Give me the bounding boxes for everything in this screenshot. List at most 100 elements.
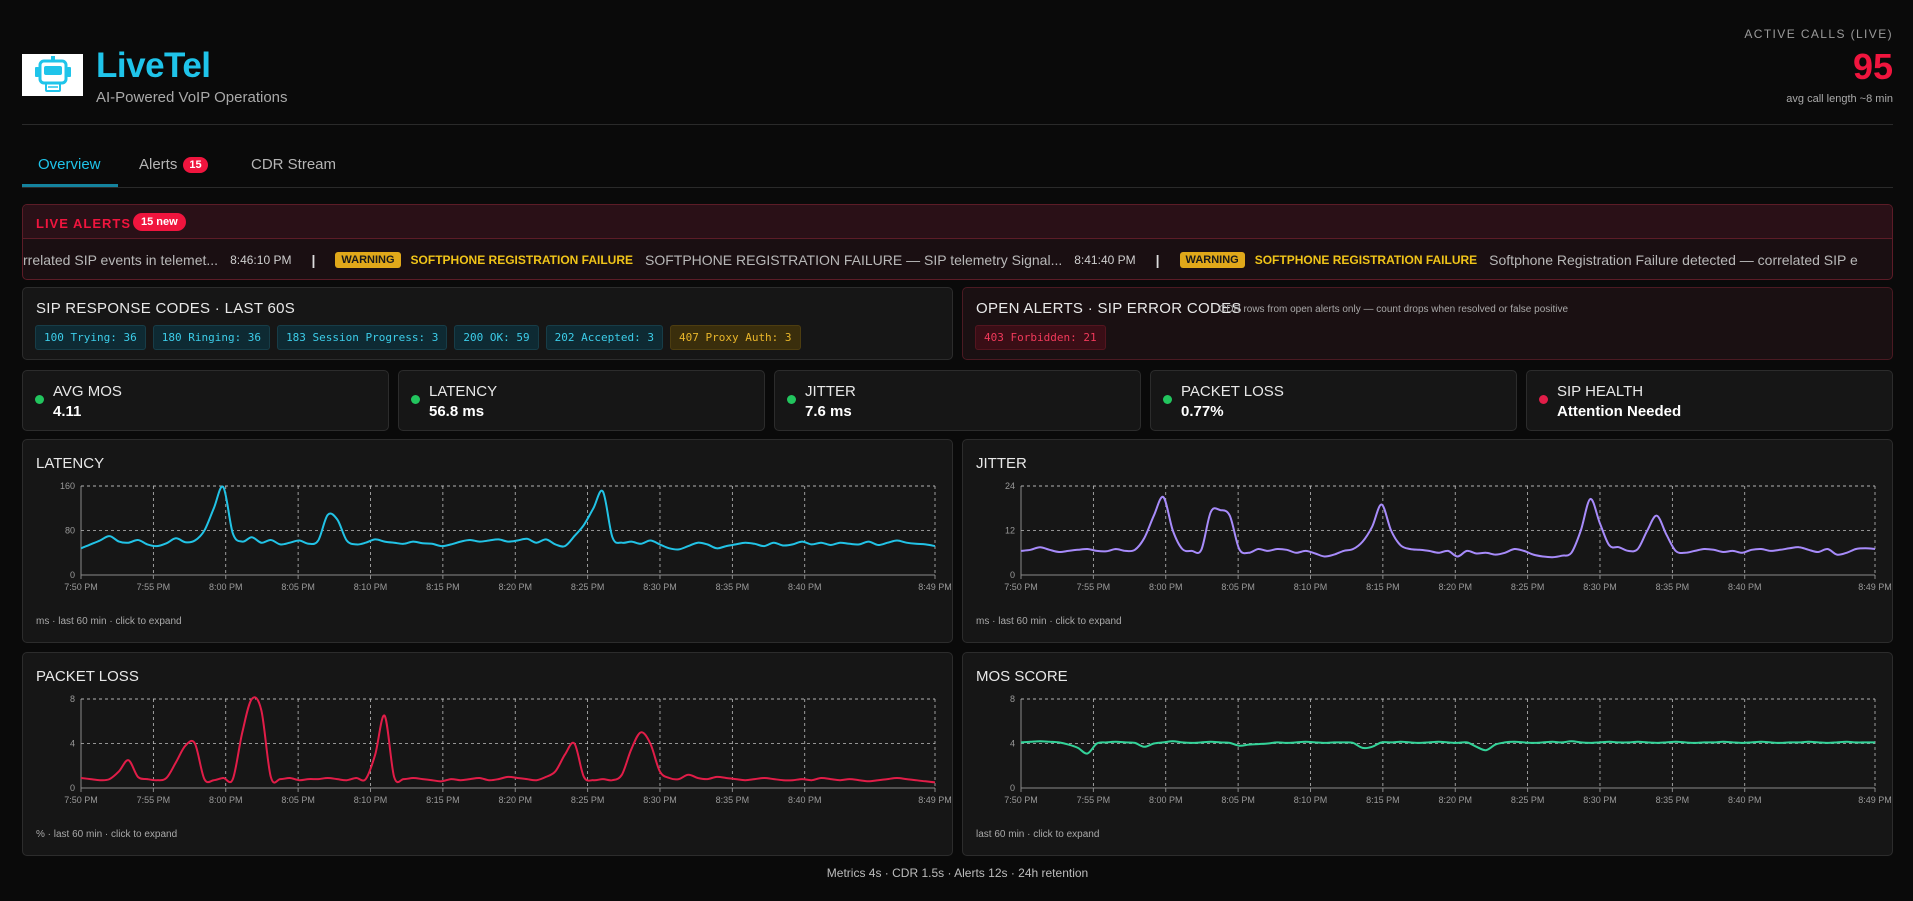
jitter-chart-panel[interactable]: JITTER 0 12 24 7:50 PM 7:55 PM 8:00 PM 8:05 PM… xyxy=(962,439,1893,643)
mos-score-chart: 0 4 8 7:50 PM 7:55 PM 8:00 PM 8:05 PM 8:10 PM 8:… xyxy=(1004,694,1892,805)
x-tick-label: 8:35 PM xyxy=(1656,795,1690,805)
x-tick-label: 7:50 PM xyxy=(1004,582,1038,592)
sip-codes-chips: 100 Trying: 36 180 Ringing: 36 183 Sessi… xyxy=(35,325,801,350)
x-tick-label: 8:00 PM xyxy=(209,582,243,592)
y-tick-label: 0 xyxy=(70,570,75,580)
x-tick-label: 8:40 PM xyxy=(788,582,822,592)
x-tick-label: 8:40 PM xyxy=(788,795,822,805)
x-tick-label: 8:20 PM xyxy=(498,582,532,592)
live-alerts-header: LIVE ALERTS 15 new xyxy=(23,205,1892,239)
status-good-dot-icon xyxy=(1163,395,1172,404)
metric-card-latency: LATENCY 56.8 ms xyxy=(398,370,765,431)
x-tick-label: 7:50 PM xyxy=(64,795,98,805)
chart-footnote: last 60 min · click to expand xyxy=(976,829,1100,840)
chart-title: MOS SCORE xyxy=(976,668,1068,685)
x-tick-label: 8:05 PM xyxy=(1221,795,1255,805)
x-tick-label: 8:10 PM xyxy=(354,582,388,592)
x-tick-label: 8:00 PM xyxy=(209,795,243,805)
x-tick-label: 8:10 PM xyxy=(1294,795,1328,805)
open-alerts-sip-errors-panel: OPEN ALERTS · SIP ERROR CODES CDR rows f… xyxy=(962,287,1893,360)
y-tick-label: 0 xyxy=(70,783,75,793)
x-tick-label: 8:35 PM xyxy=(716,795,750,805)
x-tick-label: 8:05 PM xyxy=(1221,582,1255,592)
alert-item-type: SOFTPHONE REGISTRATION FAILURE xyxy=(410,253,633,267)
x-tick-label: 8:25 PM xyxy=(571,582,605,592)
chart-footnote: % · last 60 min · click to expand xyxy=(36,829,178,840)
latency-chart: 0 80 160 7:50 PM 7:55 PM 8:00 PM 8:05 PM 8:10 P… xyxy=(60,481,952,592)
y-tick-label: 0 xyxy=(1010,570,1015,580)
chart-footnote: ms · last 60 min · click to expand xyxy=(36,616,182,627)
tab-alerts-label: Alerts xyxy=(139,156,178,173)
x-tick-label: 8:10 PM xyxy=(354,795,388,805)
x-tick-label: 8:15 PM xyxy=(1366,582,1400,592)
alerts-ticker-track: rrelated SIP events in telemet... 8:46:1… xyxy=(23,252,1858,268)
sip-code-chip: 183 Session Progress: 3 xyxy=(277,325,448,350)
status-good-dot-icon xyxy=(35,395,44,404)
status-good-dot-icon xyxy=(411,395,420,404)
sip-code-chip: 180 Ringing: 36 xyxy=(152,325,271,350)
x-tick-label: 7:55 PM xyxy=(1077,582,1111,592)
x-tick-label: 8:49 PM xyxy=(918,582,952,592)
open-alerts-note: CDR rows from open alerts only — count d… xyxy=(1219,304,1569,315)
metric-label: SIP HEALTH xyxy=(1557,383,1644,400)
sip-code-chip: 200 OK: 59 xyxy=(454,325,539,350)
latency-chart-panel[interactable]: LATENCY 0 80 160 7:50 PM 7:55 PM 8:00 PM 8:05 … xyxy=(22,439,953,643)
tab-overview[interactable]: Overview xyxy=(38,156,101,173)
x-tick-label: 7:55 PM xyxy=(137,582,171,592)
x-tick-label: 8:15 PM xyxy=(1366,795,1400,805)
alert-item-text[interactable]: rrelated SIP events in telemet... xyxy=(23,252,219,268)
x-tick-label: 8:05 PM xyxy=(281,795,315,805)
chart-footnote: ms · last 60 min · click to expand xyxy=(976,616,1122,627)
alerts-count-badge: 15 xyxy=(183,157,208,173)
x-tick-label: 8:25 PM xyxy=(1511,582,1545,592)
x-tick-label: 8:20 PM xyxy=(1438,795,1472,805)
y-tick-label: 4 xyxy=(1010,739,1015,749)
y-tick-label: 160 xyxy=(60,481,75,491)
x-tick-label: 8:15 PM xyxy=(426,582,460,592)
y-tick-label: 24 xyxy=(1005,481,1015,491)
metric-label: LATENCY xyxy=(429,383,498,400)
x-tick-label: 8:35 PM xyxy=(1656,582,1690,592)
x-tick-label: 8:30 PM xyxy=(643,582,677,592)
series-line xyxy=(1020,740,1875,755)
series-line xyxy=(1020,495,1876,559)
metric-value: 56.8 ms xyxy=(429,403,485,420)
tab-alerts[interactable]: Alerts 15 xyxy=(139,156,208,173)
app-brand-title: LiveTel xyxy=(96,46,211,85)
y-tick-label: 4 xyxy=(70,739,75,749)
chart-title: PACKET LOSS xyxy=(36,668,139,685)
active-calls-value: 95 xyxy=(1852,46,1893,87)
x-tick-label: 8:20 PM xyxy=(1438,582,1472,592)
metric-card-avg-mos: AVG MOS 4.11 xyxy=(22,370,389,431)
alert-item-time: 8:41:40 PM xyxy=(1074,253,1136,267)
x-tick-label: 8:49 PM xyxy=(918,795,952,805)
alert-item-text[interactable]: SOFTPHONE REGISTRATION FAILURE — SIP tel… xyxy=(645,252,1063,268)
x-tick-label: 8:49 PM xyxy=(1858,795,1892,805)
metric-label: PACKET LOSS xyxy=(1181,383,1284,400)
live-alerts-banner[interactable]: LIVE ALERTS 15 new rrelated SIP events i… xyxy=(22,204,1893,280)
alert-separator: | xyxy=(311,252,316,268)
status-good-dot-icon xyxy=(787,395,796,404)
metric-card-packet-loss: PACKET LOSS 0.77% xyxy=(1150,370,1517,431)
x-tick-label: 8:30 PM xyxy=(1583,582,1617,592)
metric-value: Attention Needed xyxy=(1557,403,1682,420)
mos-score-chart-panel[interactable]: MOS SCORE 0 4 8 7:50 PM 7:55 PM 8:00 PM 8:05 P… xyxy=(962,652,1893,856)
app-root: LiveTel AI-Powered VoIP Operations ACTIV… xyxy=(22,0,1893,901)
y-tick-label: 8 xyxy=(1010,694,1015,704)
app-tagline: AI-Powered VoIP Operations xyxy=(96,89,288,106)
alert-item-text[interactable]: Softphone Registration Failure detected … xyxy=(1489,252,1858,268)
live-alerts-title: LIVE ALERTS xyxy=(36,216,132,231)
metric-value: 0.77% xyxy=(1181,403,1224,420)
sip-error-chip: 403 Forbidden: 21 xyxy=(975,325,1106,350)
x-tick-label: 7:55 PM xyxy=(137,795,171,805)
x-tick-label: 8:40 PM xyxy=(1728,582,1762,592)
alert-item-type: SOFTPHONE REGISTRATION FAILURE xyxy=(1254,253,1478,267)
packet-loss-chart-panel[interactable]: PACKET LOSS 0 4 8 7:50 PM 7:55 PM 8:00 PM 8:05… xyxy=(22,652,953,856)
x-tick-label: 8:30 PM xyxy=(643,795,677,805)
metric-label: AVG MOS xyxy=(53,383,122,400)
chart-title: LATENCY xyxy=(36,455,105,472)
x-tick-label: 8:49 PM xyxy=(1858,582,1892,592)
app-header: LiveTel AI-Powered VoIP Operations ACTIV… xyxy=(22,0,1893,125)
metric-value: 7.6 ms xyxy=(805,403,852,420)
tab-cdr-stream[interactable]: CDR Stream xyxy=(251,156,337,173)
